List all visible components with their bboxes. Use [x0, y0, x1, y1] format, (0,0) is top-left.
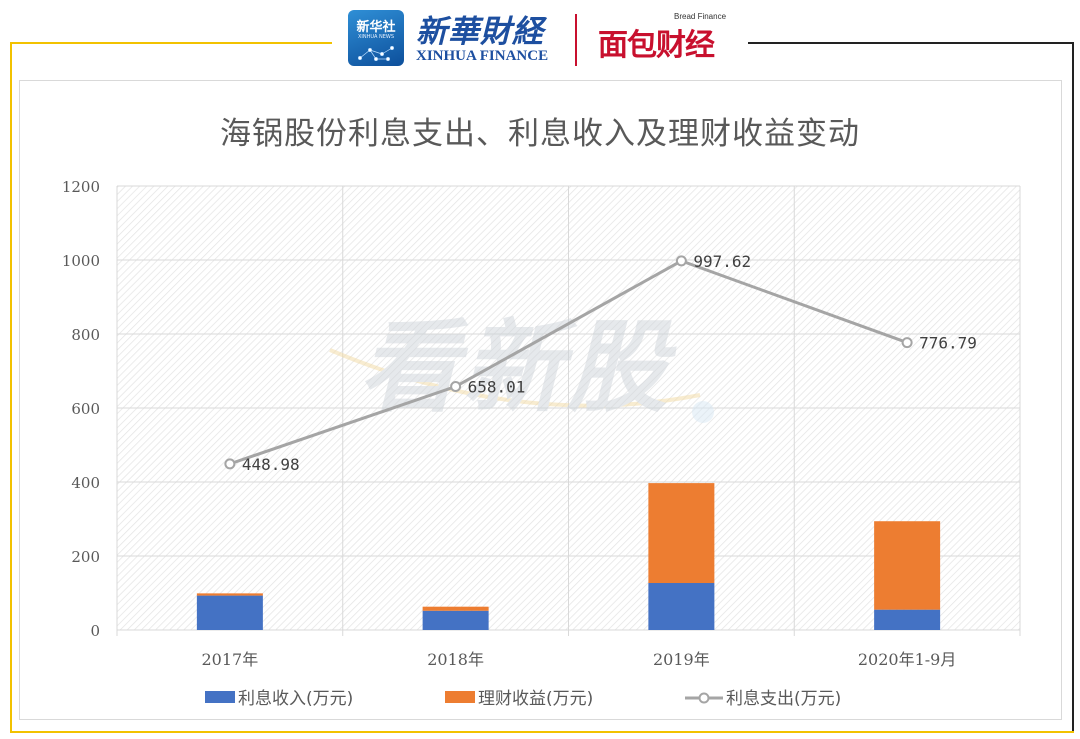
watermark: 看新股	[329, 309, 714, 426]
frame-bottom-border	[10, 731, 1074, 733]
bar-interest-income	[874, 609, 941, 630]
bar-interest-income	[648, 583, 715, 630]
chart-legend: 利息收入(万元) 理财收益(万元) 利息支出(万元)	[205, 689, 841, 709]
bar-wealth-income	[874, 521, 941, 610]
legend-marker-interest-expense	[698, 692, 710, 704]
y-tick-label: 400	[71, 474, 100, 492]
legend-swatch-wealth-income	[445, 691, 475, 703]
network-dots-icon	[358, 46, 394, 61]
bar-series	[196, 483, 941, 630]
xinhua-logo: 新华社 XINHUA NEWS	[348, 10, 404, 66]
data-label-interest-expense: 448.98	[242, 455, 300, 474]
bar-wealth-income	[422, 606, 489, 611]
legend-label-interest-income: 利息收入(万元)	[238, 689, 353, 709]
y-tick-label: 1200	[62, 178, 100, 196]
grid-lines	[116, 185, 1021, 636]
x-axis: 2017年 2018年 2019年 2020年1-9月	[202, 650, 957, 669]
line-point-interest-expense	[450, 381, 462, 393]
y-tick-label: 200	[71, 548, 100, 566]
chart-area-frame	[19, 80, 1062, 720]
data-label-interest-expense: 658.01	[468, 378, 526, 397]
bread-finance-logo-cn: 面包财经	[598, 28, 715, 63]
data-label-interest-expense: 776.79	[919, 334, 977, 353]
line-interest-expense	[229, 259, 908, 466]
data-label-interest-expense: 997.62	[693, 252, 751, 271]
watermark-dot-icon	[692, 401, 714, 423]
xinhua-logo-text: 新华社	[356, 20, 396, 35]
header-banner: 新华社 XINHUA NEWS 新華財経 XINHUA FINANCE Brea…	[0, 0, 1080, 78]
watermark-swoosh	[329, 348, 701, 408]
x-tick-label: 2019年	[653, 650, 710, 669]
watermark-text: 看新股	[359, 309, 677, 426]
y-tick-label: 1000	[62, 252, 100, 270]
frame-right-border	[1072, 42, 1074, 732]
frame-left-border	[10, 42, 12, 732]
frame-top-right-line	[748, 42, 1073, 44]
bar-interest-income	[422, 610, 489, 630]
x-tick-label: 2020年1-9月	[858, 650, 957, 669]
y-tick-label: 0	[90, 622, 100, 640]
line-point-interest-expense	[224, 458, 236, 470]
frame-top-left-line	[10, 42, 332, 44]
xinhua-logo-subtext: XINHUA NEWS	[357, 34, 395, 40]
y-tick-label: 800	[71, 326, 100, 344]
chart-title: 海锅股份利息支出、利息收入及理财收益变动	[220, 116, 860, 152]
y-tick-label: 600	[71, 400, 100, 418]
x-tick-label: 2017年	[202, 650, 259, 669]
line-point-interest-expense	[675, 255, 687, 267]
legend-label-wealth-income: 理财收益(万元)	[478, 689, 593, 709]
legend-swatch-interest-income	[205, 691, 235, 703]
line-point-interest-expense	[901, 337, 913, 349]
xinhua-finance-logo-en: XINHUA FINANCE	[416, 48, 549, 64]
line-series: 448.98 658.01 997.62 776.79	[224, 252, 977, 474]
bread-finance-logo-en: Bread Finance	[674, 12, 727, 21]
y-axis: 0 200 400 600 800 1000 1200	[62, 178, 100, 640]
brand-divider	[575, 14, 577, 66]
bar-wealth-income	[196, 593, 263, 596]
xinhua-finance-logo-cn: 新華財経	[416, 14, 544, 50]
x-tick-label: 2018年	[427, 650, 484, 669]
legend-label-interest-expense: 利息支出(万元)	[726, 689, 841, 709]
bar-interest-income	[196, 595, 263, 630]
bar-wealth-income	[648, 483, 715, 584]
